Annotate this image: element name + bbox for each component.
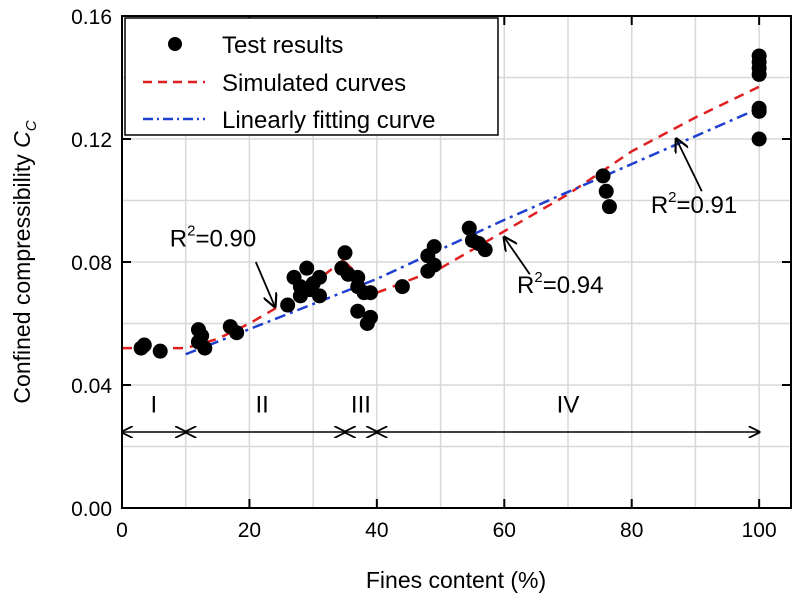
data-point (601, 199, 617, 215)
legend: Test results Simulated curves Linearly f… (124, 17, 499, 136)
annotation-arrow (504, 237, 531, 275)
data-point (598, 183, 614, 199)
data-point (751, 66, 767, 82)
data-point (280, 297, 296, 313)
data-point (197, 340, 213, 356)
r-squared-label: R2=0.91 (651, 189, 737, 219)
linear-fit-curve (185, 107, 760, 356)
legend-label: Linearly fitting curve (222, 107, 435, 134)
legend-label: Test results (222, 32, 343, 59)
data-point (350, 303, 366, 319)
x-tick-label: 80 (620, 519, 643, 542)
x-tick-label: 20 (238, 519, 261, 542)
data-point (751, 131, 767, 147)
data-point (426, 257, 442, 273)
x-tick-label: 40 (365, 519, 388, 542)
data-point (136, 337, 152, 353)
y-tick-label: 0.04 (71, 375, 112, 398)
data-point (595, 168, 611, 184)
r-squared-label: R2=0.90 (170, 223, 256, 253)
points (133, 48, 767, 359)
annotations: R2=0.90 R2=0.94 R2=0.91 (170, 139, 737, 307)
region-label: III (351, 392, 371, 419)
annotation-arrow (676, 139, 703, 192)
data-point (152, 343, 168, 359)
x-tick-label: 0 (116, 519, 128, 542)
data-point (751, 103, 767, 119)
region-label: I (151, 392, 158, 419)
region-label: II (255, 392, 268, 419)
data-point (312, 269, 328, 285)
x-axis-label: Fines content (%) (366, 567, 546, 593)
data-point (362, 285, 378, 301)
r-squared-label: R2=0.94 (517, 269, 603, 299)
x-tick-label: 100 (742, 519, 777, 542)
y-axis-label: Confined compressibility CC (9, 120, 40, 403)
data-point (461, 220, 477, 236)
y-tick-label: 0.08 (71, 252, 112, 275)
region-label: IV (557, 392, 580, 419)
y-tick-label: 0.16 (71, 6, 112, 29)
data-point (299, 260, 315, 276)
y-tick-label: 0.12 (71, 129, 112, 152)
x-tick-label: 60 (493, 519, 516, 542)
regions: I II III IV (122, 392, 759, 432)
ticks: 0 20 40 60 80 100 0.00 0.04 0.08 0.12 0.16 (71, 6, 791, 542)
y-tick-label: 0.00 (71, 498, 112, 521)
data-point (426, 239, 442, 255)
data-point (312, 288, 328, 304)
legend-label: Simulated curves (222, 70, 406, 97)
data-point (394, 279, 410, 295)
data-point (229, 325, 245, 341)
data-point (362, 309, 378, 325)
legend-marker-test-results (168, 37, 182, 51)
data-point (337, 245, 353, 261)
annotation-arrow (254, 261, 275, 307)
data-point (477, 242, 493, 258)
